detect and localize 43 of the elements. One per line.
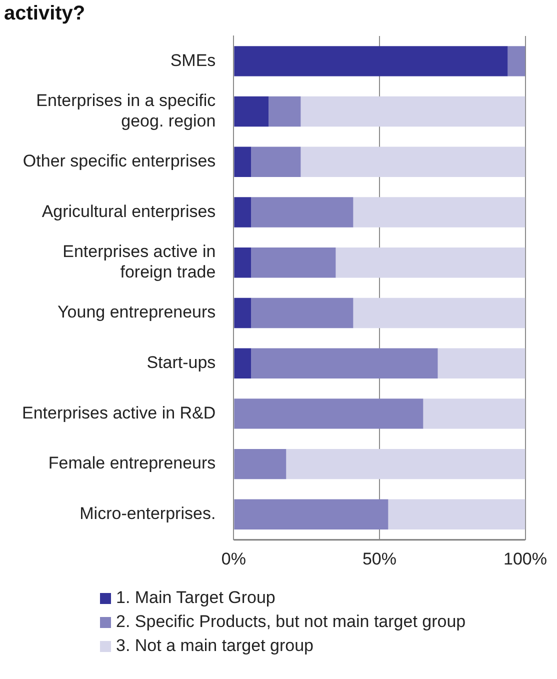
bar	[251, 248, 336, 278]
legend-label: 2. Specific Products, but not main target group	[116, 612, 466, 632]
bar	[388, 499, 526, 530]
bar	[251, 146, 301, 178]
y-tick-label: SMEs	[170, 50, 216, 70]
bar	[234, 248, 252, 278]
legend-label: 3. Not a main target group	[116, 636, 314, 656]
bar	[353, 197, 526, 228]
bar	[251, 348, 438, 378]
bar	[508, 46, 526, 76]
bar	[336, 248, 526, 278]
bar	[300, 96, 526, 127]
y-tick-label: Enterprises active in foreign trade	[62, 242, 216, 282]
bar	[234, 46, 508, 76]
y-tick-label: Other specific enterprises	[22, 152, 216, 171]
y-tick-label: Female entrepreneurs	[48, 454, 216, 473]
text: activity?	[4, 2, 86, 25]
bar	[353, 298, 526, 328]
bar	[251, 197, 354, 228]
x-tick-label: 50%	[362, 549, 396, 568]
bar	[251, 298, 354, 328]
x-tick-label: 0%	[221, 549, 246, 568]
y-tick-label: Agricultural enterprises	[42, 202, 216, 221]
bar	[423, 398, 526, 429]
bar	[234, 398, 424, 429]
y-tick-label: Start-ups	[146, 353, 216, 372]
bar	[286, 448, 526, 480]
bar	[234, 197, 252, 228]
bar	[234, 146, 252, 178]
bar	[268, 96, 301, 127]
bar	[438, 348, 526, 378]
x-tick-label: 100%	[504, 549, 547, 568]
y-tick-label: Enterprises active in R&D	[22, 403, 216, 422]
bar	[300, 146, 526, 178]
bar	[234, 348, 252, 378]
y-tick-label: Micro-enterprises.	[80, 504, 216, 524]
bar	[234, 499, 388, 530]
bar	[234, 96, 269, 127]
bar	[234, 298, 252, 328]
y-tick-label: Young entrepreneurs	[58, 302, 216, 322]
y-tick-label: Enterprises in a specific geog. region	[36, 91, 216, 130]
legend-label: 1. Main Target Group	[116, 588, 276, 608]
bar	[234, 448, 286, 480]
